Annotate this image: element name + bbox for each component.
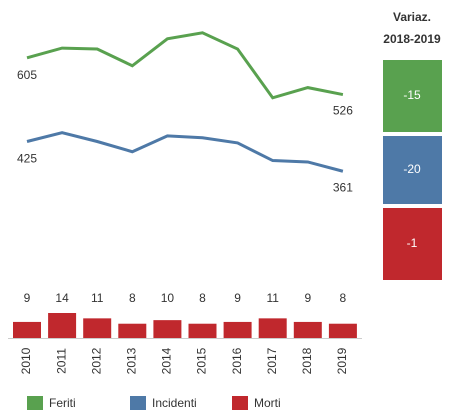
bar bbox=[118, 323, 147, 338]
legend-label: Feriti bbox=[49, 396, 76, 410]
variation-box bbox=[383, 208, 442, 280]
x-tick-label: 2012 bbox=[89, 347, 103, 374]
legend-swatch bbox=[27, 396, 43, 410]
variation-label: -15 bbox=[403, 88, 421, 102]
bar bbox=[13, 321, 41, 338]
bar-label: 9 bbox=[304, 291, 311, 305]
x-tick-label: 2016 bbox=[230, 347, 244, 374]
bar bbox=[293, 321, 322, 338]
bar-label: 9 bbox=[24, 291, 31, 305]
variation-title: Variaz. bbox=[393, 10, 431, 24]
variation-box bbox=[383, 136, 442, 204]
data-label: 361 bbox=[333, 180, 353, 194]
legend-label: Morti bbox=[254, 396, 281, 410]
variation-box bbox=[383, 60, 442, 132]
x-tick-label: 2018 bbox=[300, 347, 314, 374]
data-label: 425 bbox=[17, 152, 37, 166]
bar bbox=[48, 313, 77, 338]
bar-label: 8 bbox=[340, 291, 347, 305]
bar-label: 9 bbox=[234, 291, 241, 305]
bar-label: 8 bbox=[199, 291, 206, 305]
x-tick-label: 2010 bbox=[19, 347, 33, 374]
data-label: 605 bbox=[17, 68, 37, 82]
variation-title: 2018-2019 bbox=[383, 32, 441, 46]
bar-label: 11 bbox=[91, 291, 104, 305]
x-tick-label: 2013 bbox=[124, 347, 138, 374]
bar bbox=[188, 323, 217, 338]
x-tick-label: 2017 bbox=[265, 347, 279, 374]
bar bbox=[223, 321, 252, 338]
variation-label: -1 bbox=[407, 236, 418, 250]
variation-label: -20 bbox=[403, 162, 421, 176]
x-tick-label: 2014 bbox=[160, 347, 174, 374]
line bbox=[26, 131, 344, 173]
legend-swatch bbox=[130, 396, 146, 410]
bar bbox=[83, 318, 112, 338]
legend-swatch bbox=[232, 396, 248, 410]
bar bbox=[258, 318, 287, 338]
x-tick-label: 2019 bbox=[335, 347, 349, 374]
legend-label: Incidenti bbox=[152, 396, 197, 410]
bar-label: 14 bbox=[55, 291, 69, 305]
data-label: 526 bbox=[333, 104, 353, 118]
bar bbox=[328, 323, 357, 338]
x-tick-label: 2011 bbox=[54, 348, 68, 374]
line bbox=[26, 31, 344, 100]
bar-label: 11 bbox=[266, 291, 279, 305]
bar bbox=[153, 320, 182, 338]
x-tick-label: 2015 bbox=[195, 347, 209, 374]
bar-label: 10 bbox=[161, 291, 175, 305]
bar-label: 8 bbox=[129, 291, 136, 305]
